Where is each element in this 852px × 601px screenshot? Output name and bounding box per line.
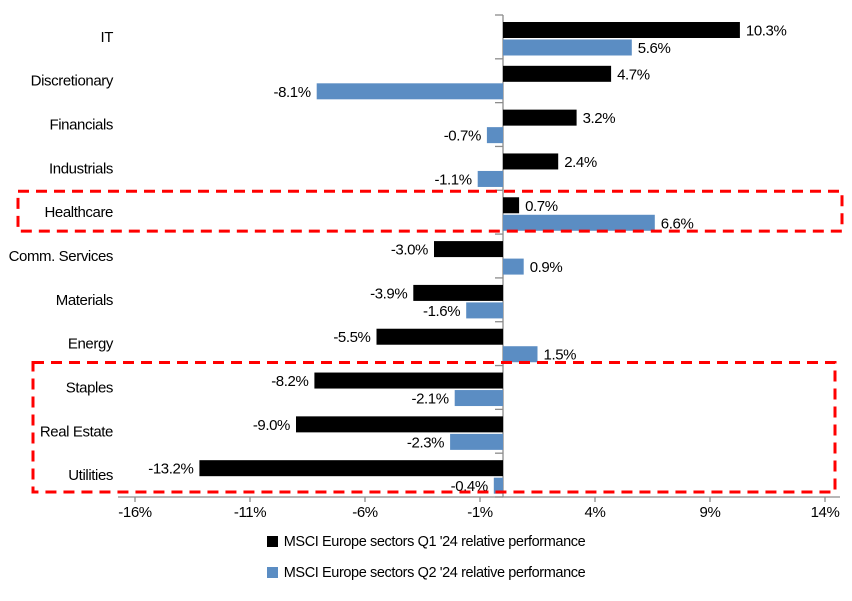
data-label-q1-staples: -8.2% — [271, 373, 308, 390]
bar-q1-healthcare — [503, 197, 520, 214]
category-label-comm-services: Comm. Services — [9, 248, 113, 265]
bar-q1-real-estate — [296, 416, 503, 433]
bar-q1-comm-services — [434, 241, 503, 258]
x-tick-label: 9% — [700, 504, 721, 521]
legend-swatch-q1-icon — [266, 536, 278, 547]
x-tick-label: -6% — [352, 504, 378, 521]
data-labels: 10.3% 5.6% 4.7% -8.1% 3.2% -0.7% 2.4% -1.1% 0.7%… — [148, 23, 787, 496]
data-label-q2-energy: 1.5% — [544, 347, 577, 364]
bar-q1-materials — [413, 284, 503, 301]
legend-label-q2: MSCI Europe sectors Q2 '24 relative perf… — [283, 564, 586, 581]
data-label-q2-comm-services: 0.9% — [530, 259, 563, 276]
category-label-it: IT — [100, 29, 113, 46]
category-label-industrials: Industrials — [49, 160, 113, 177]
data-label-q1-utilities: -13.2% — [148, 461, 193, 478]
data-label-q2-discretionary: -8.1% — [274, 84, 311, 101]
bar-q2-financials — [486, 127, 503, 144]
data-label-q1-energy: -5.5% — [333, 329, 370, 346]
category-label-staples: Staples — [66, 379, 113, 396]
bar-q2-staples — [454, 390, 503, 407]
bars — [199, 22, 740, 494]
bar-q1-financials — [503, 109, 577, 126]
data-label-q1-industrials: 2.4% — [564, 154, 597, 171]
x-axis-tick-labels: -16% -11% -6% -1% 4% 9% 14% — [118, 504, 840, 521]
category-label-healthcare: Healthcare — [44, 204, 113, 221]
data-label-q2-financials: -0.7% — [444, 128, 481, 145]
category-label-energy: Energy — [68, 336, 114, 353]
category-label-materials: Materials — [56, 292, 113, 309]
category-label-real-estate: Real Estate — [40, 423, 113, 440]
data-label-q2-healthcare: 6.6% — [661, 215, 694, 232]
bar-q2-healthcare — [503, 214, 655, 231]
data-label-q1-comm-services: -3.0% — [391, 242, 428, 259]
legend-item-q2: MSCI Europe sectors Q2 '24 relative perf… — [266, 558, 586, 587]
bar-q1-industrials — [503, 153, 559, 170]
data-label-q2-staples: -2.1% — [412, 391, 449, 408]
data-label-q1-healthcare: 0.7% — [525, 198, 558, 215]
data-label-q1-financials: 3.2% — [583, 110, 616, 127]
bar-q2-discretionary — [316, 83, 503, 100]
data-label-q1-materials: -3.9% — [370, 285, 407, 302]
bar-q2-energy — [503, 346, 538, 363]
bar-chart: 10.3% 5.6% 4.7% -8.1% 3.2% -0.7% 2.4% -1.1% 0.7%… — [9, 14, 844, 521]
bar-q2-it — [503, 39, 632, 56]
x-tick-label: 14% — [811, 504, 840, 521]
bar-q2-comm-services — [503, 258, 524, 275]
data-label-q2-industrials: -1.1% — [435, 171, 472, 188]
bar-q1-staples — [314, 372, 503, 389]
bar-q2-real-estate — [450, 433, 503, 450]
data-label-q2-real-estate: -2.3% — [407, 434, 444, 451]
data-label-q1-discretionary: 4.7% — [617, 66, 650, 83]
highlight-box-healthcare — [16, 189, 844, 233]
legend-item-q1: MSCI Europe sectors Q1 '24 relative perf… — [266, 527, 586, 556]
data-label-q1-it: 10.3% — [746, 23, 787, 40]
x-tick-label: -1% — [467, 504, 493, 521]
x-tick-label: -16% — [118, 504, 151, 521]
highlight-boxes — [16, 189, 844, 494]
legend-label-q1: MSCI Europe sectors Q1 '24 relative perf… — [283, 533, 586, 550]
highlight-box-staples-real-estate-utilities — [31, 361, 837, 494]
category-labels: IT Discretionary Financials Industrials Heal… — [9, 29, 115, 484]
category-label-utilities: Utilities — [68, 467, 113, 484]
data-label-q2-it: 5.6% — [638, 40, 671, 57]
bar-q1-it — [503, 22, 740, 38]
bar-q2-industrials — [477, 170, 503, 187]
legend-swatch-q2-icon — [266, 567, 278, 578]
category-label-financials: Financials — [49, 117, 113, 134]
bar-q1-energy — [376, 328, 503, 345]
legend: MSCI Europe sectors Q1 '24 relative perf… — [0, 527, 852, 587]
bar-q1-discretionary — [503, 65, 612, 82]
x-tick-label: -11% — [234, 504, 266, 521]
data-label-q1-real-estate: -9.0% — [253, 417, 290, 434]
bar-q2-utilities — [493, 477, 503, 494]
bar-q1-utilities — [199, 460, 503, 477]
data-label-q2-materials: -1.6% — [423, 303, 460, 320]
bar-q2-materials — [466, 302, 503, 319]
x-tick-label: 4% — [585, 504, 606, 521]
category-label-discretionary: Discretionary — [31, 73, 114, 90]
